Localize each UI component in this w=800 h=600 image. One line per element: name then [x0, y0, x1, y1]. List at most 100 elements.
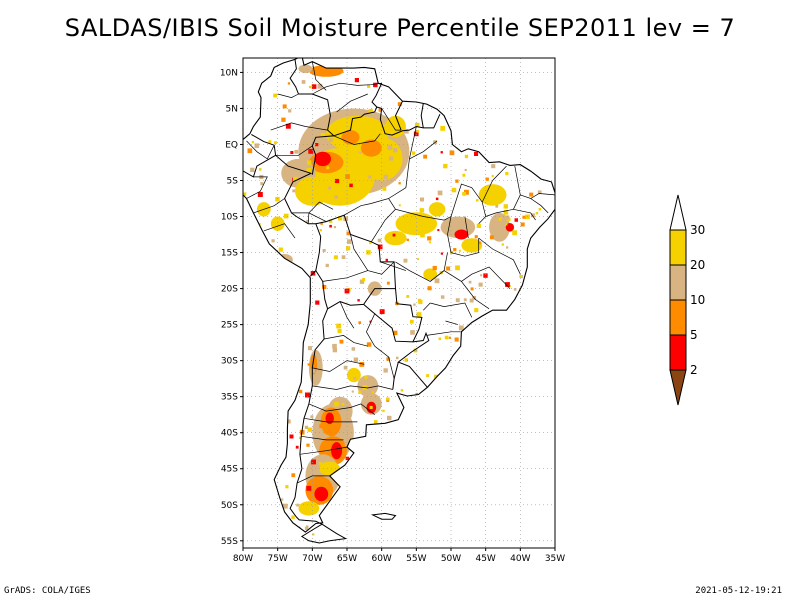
percentile-patch: [295, 176, 330, 206]
percentile-pixel: [338, 216, 343, 221]
lon-tick-label: 35W: [545, 554, 565, 564]
percentile-pixel: [260, 182, 264, 186]
percentile-pixel: [396, 128, 401, 133]
state-boundary: [246, 176, 268, 199]
lon-tick-label: 40W: [510, 554, 530, 564]
percentile-pixel: [434, 278, 440, 284]
percentile-pixel: [369, 242, 372, 245]
percentile-pixel: [334, 401, 339, 407]
percentile-pixel: [400, 389, 404, 392]
percentile-pixel: [476, 223, 481, 228]
percentile-pixel: [463, 298, 467, 302]
percentile-pixel: [440, 126, 446, 131]
percentile-pixel: [404, 358, 408, 362]
percentile-pixel: [322, 284, 327, 290]
percentile-pixel: [505, 223, 508, 226]
state-boundary: [336, 93, 368, 113]
percentile-patch: [428, 202, 446, 217]
percentile-pixel: [519, 274, 522, 278]
percentile-pixel: [404, 128, 409, 134]
percentile-pixel: [258, 168, 262, 171]
percentile-pixel: [351, 390, 354, 393]
percentile-pixel: [281, 498, 284, 501]
percentile-pixel: [334, 195, 338, 199]
percentile-pixel: [501, 243, 504, 246]
state-boundary: [339, 301, 355, 329]
percentile-pixel: [326, 166, 330, 170]
percentile-pixel: [455, 298, 460, 303]
percentile-pixel: [351, 347, 356, 351]
percentile-pixel: [254, 143, 260, 148]
percentile-pixel: [357, 299, 360, 302]
percentile-pixel: [325, 263, 329, 268]
percentile-pixel: [448, 336, 451, 339]
percentile-pixel: [403, 258, 408, 263]
lat-tick-label: 35S: [221, 393, 238, 403]
lat-tick-label: 55S: [221, 537, 238, 547]
percentile-pixel: [438, 337, 442, 341]
percentile-pixel: [359, 109, 363, 114]
state-boundary: [520, 193, 555, 199]
percentile-pixel: [505, 215, 510, 220]
state-boundary: [277, 93, 299, 98]
lon-tick-label: 60W: [371, 554, 391, 564]
percentile-pixel: [306, 443, 310, 447]
percentile-pixel: [413, 348, 418, 353]
percentile-pixel: [474, 235, 478, 239]
percentile-pixel: [389, 156, 394, 161]
percentile-pixel: [307, 427, 312, 432]
legend-10-20: [669, 264, 687, 301]
percentile-pixel: [373, 82, 378, 88]
percentile-pixel: [410, 330, 415, 335]
percentile-pixel: [293, 176, 298, 182]
percentile-pixel: [369, 147, 374, 152]
percentile-pixel: [315, 143, 319, 147]
percentile-pixel: [319, 199, 323, 203]
state-boundary: [381, 108, 402, 131]
percentile-pixel: [397, 102, 402, 107]
percentile-pixel: [292, 189, 296, 193]
percentile-pixel: [464, 168, 467, 172]
lon-tick-label: 45W: [475, 554, 495, 564]
percentile-pixel: [349, 183, 353, 188]
percentile-pixel: [443, 163, 448, 169]
state-boundary: [350, 234, 395, 275]
percentile-pixel: [432, 265, 437, 271]
state-boundary: [430, 302, 473, 318]
state-boundary: [253, 198, 285, 214]
state-boundary: [464, 216, 469, 239]
percentile-pixel: [321, 434, 326, 439]
percentile-pixel: [322, 249, 326, 253]
percentile-pixel: [308, 148, 314, 154]
coastline: [243, 58, 555, 544]
percentile-pixel: [358, 321, 362, 324]
percentile-pixel: [243, 192, 247, 196]
percentile-pixel: [398, 182, 401, 185]
percentile-pixel: [393, 148, 398, 153]
state-boundary: [388, 126, 417, 199]
percentile-pixel: [434, 374, 439, 379]
percentile-pixel: [286, 419, 291, 424]
country-border: [371, 82, 441, 136]
percentile-pixel: [328, 186, 331, 190]
percentile-pixel: [311, 459, 316, 465]
tierra-del-fuego-coast: [300, 523, 348, 544]
percentile-pixel: [383, 368, 388, 373]
percentile-pixel: [366, 250, 371, 255]
percentile-pixel: [392, 233, 396, 237]
percentile-pixel: [301, 80, 306, 84]
lat-tick-label: 45S: [221, 465, 238, 475]
country-borders: [243, 59, 441, 525]
percentile-pixel: [478, 282, 483, 287]
percentile-patch: [395, 212, 438, 236]
percentile-pixel: [291, 473, 296, 478]
state-boundary: [324, 335, 368, 347]
legend-above-30: [669, 194, 687, 231]
percentile-pixel: [535, 212, 539, 215]
percentile-pixel: [446, 266, 451, 271]
percentile-pixel: [285, 123, 291, 129]
percentile-pixel: [453, 248, 457, 252]
percentile-pixel: [462, 173, 466, 177]
percentile-pixel: [289, 434, 294, 439]
lon-tick-label: 55W: [406, 554, 426, 564]
